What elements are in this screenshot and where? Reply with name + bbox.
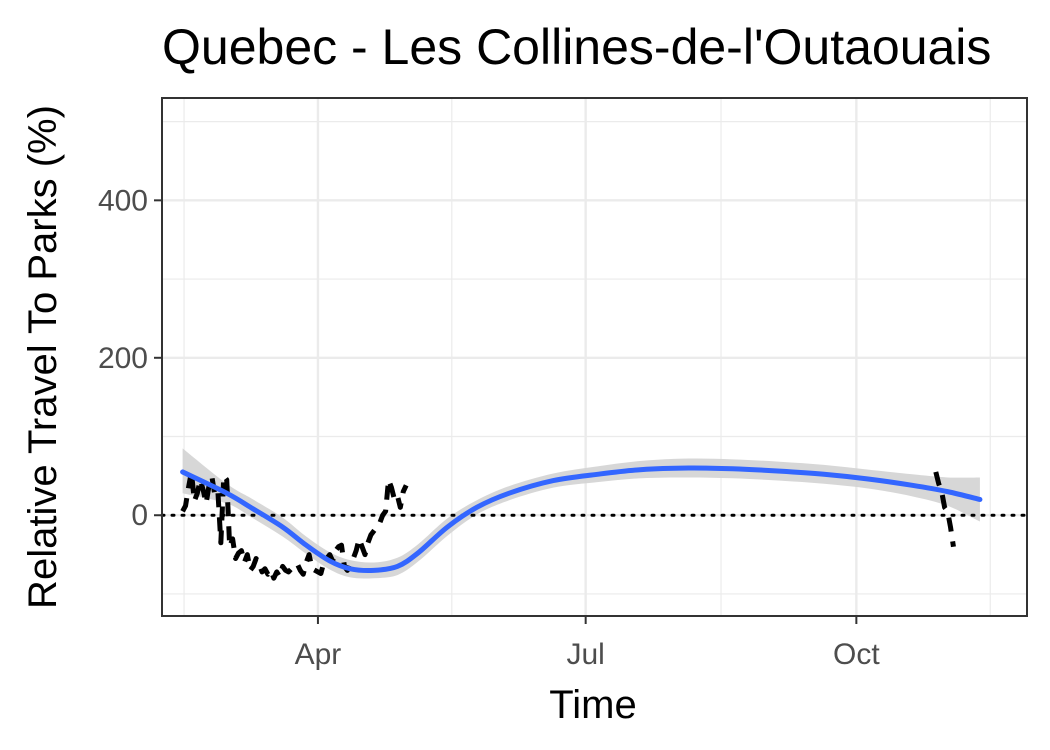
y-tick-label: 0 [131,499,148,532]
y-tick-label: 200 [98,342,148,375]
y-tick-label: 400 [98,184,148,217]
chart-title: Quebec - Les Collines-de-l'Outaouais [162,19,991,75]
smoothed-trend-line [180,465,983,573]
observed-series-line [180,469,409,581]
x-tick-label: Apr [295,638,342,671]
y-axis-title: Relative Travel To Parks (%) [21,105,65,609]
observed-series-line [933,471,956,548]
x-tick-label: Oct [833,638,880,671]
observed-data-lines [180,469,956,581]
y-axis: 0 200 400 [98,184,162,532]
x-tick-label: Jul [566,638,604,671]
x-axis-title: Time [549,683,636,727]
x-axis: Apr Jul Oct [295,616,880,671]
